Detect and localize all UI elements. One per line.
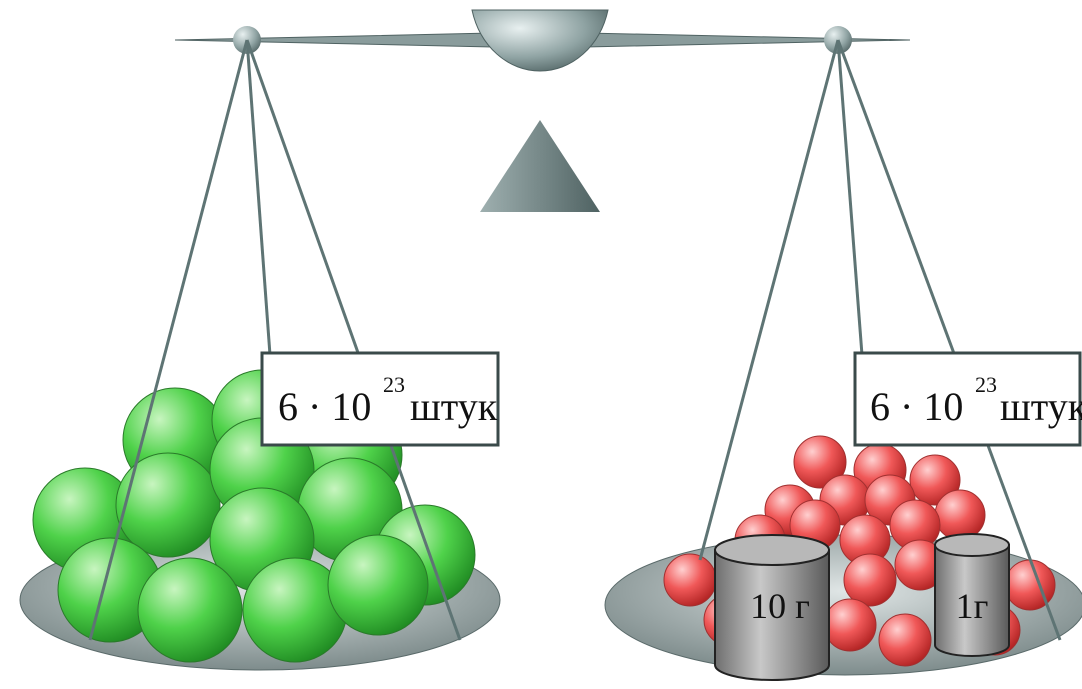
label-unit: штук — [1000, 384, 1082, 429]
scales-illustration: 10 г 1г 6 · 10 23 штук 6 · 10 23 штук — [0, 0, 1082, 689]
right-label-box: 6 · 10 23 штук — [855, 353, 1082, 445]
label-exponent: 23 — [975, 372, 997, 397]
weight-1g: 1г — [935, 534, 1009, 656]
label-unit: штук — [410, 384, 498, 429]
weight-10g: 10 г — [715, 535, 829, 680]
label-base: 6 · 10 — [870, 384, 963, 429]
weight-label: 10 г — [750, 586, 810, 626]
label-base: 6 · 10 — [278, 384, 371, 429]
label-exponent: 23 — [383, 372, 405, 397]
left-label-box: 6 · 10 23 штук — [262, 353, 498, 445]
weight-label: 1г — [956, 586, 989, 626]
